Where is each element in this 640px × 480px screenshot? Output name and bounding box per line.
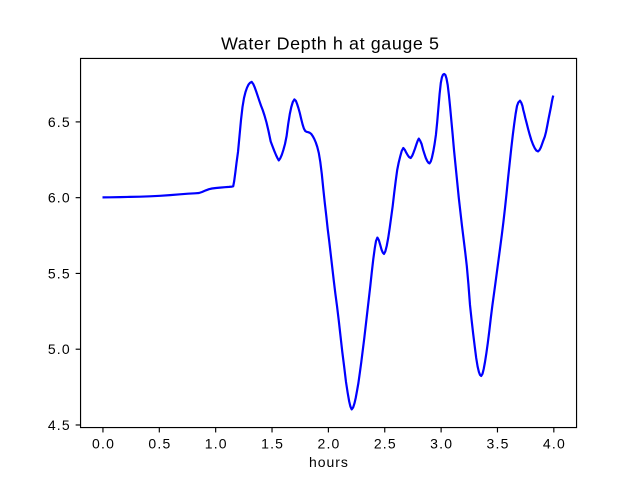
svg-text:1.0: 1.0 bbox=[205, 436, 228, 452]
svg-text:1.5: 1.5 bbox=[261, 436, 284, 452]
svg-text:3.0: 3.0 bbox=[430, 436, 453, 452]
svg-text:hours: hours bbox=[309, 454, 349, 470]
svg-text:2.5: 2.5 bbox=[374, 436, 397, 452]
svg-text:0.5: 0.5 bbox=[148, 436, 171, 452]
svg-text:5.0: 5.0 bbox=[48, 341, 71, 357]
svg-text:6.5: 6.5 bbox=[48, 114, 71, 130]
svg-text:4.0: 4.0 bbox=[543, 436, 566, 452]
svg-text:3.5: 3.5 bbox=[487, 436, 510, 452]
svg-text:4.5: 4.5 bbox=[48, 417, 71, 433]
svg-text:5.5: 5.5 bbox=[48, 265, 71, 281]
svg-text:0.0: 0.0 bbox=[92, 436, 115, 452]
svg-text:Water Depth h at gauge 5: Water Depth h at gauge 5 bbox=[221, 33, 440, 53]
svg-text:2.0: 2.0 bbox=[317, 436, 340, 452]
svg-text:6.0: 6.0 bbox=[48, 190, 71, 206]
